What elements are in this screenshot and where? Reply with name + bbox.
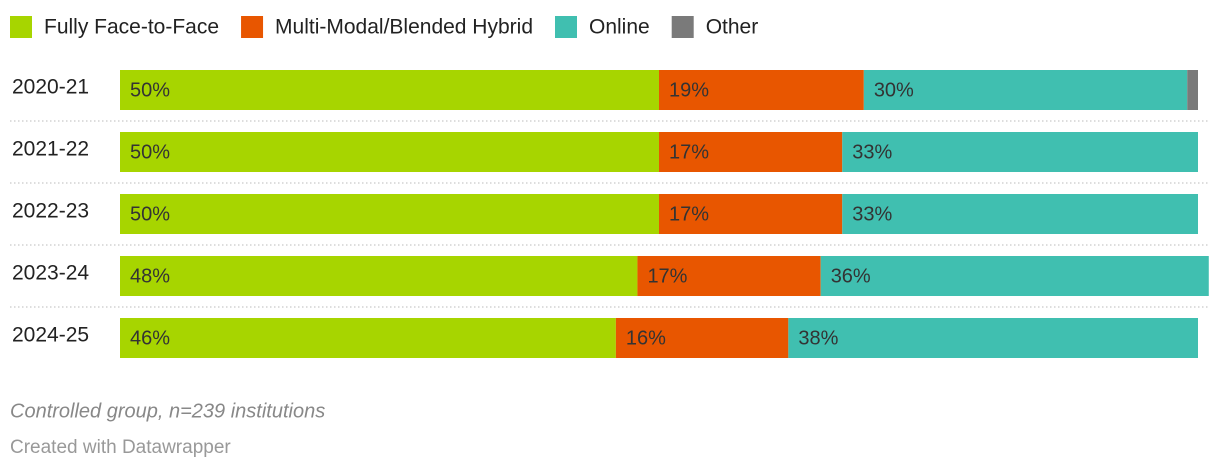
value-label: 33% (852, 203, 892, 225)
category-label: 2023-24 (12, 262, 89, 285)
legend-label: Other (706, 16, 759, 39)
bar-segment (120, 132, 659, 172)
bar-segment (120, 256, 638, 296)
bar-segment (842, 194, 1198, 234)
value-label: 38% (798, 327, 838, 349)
bar-segment (120, 318, 616, 358)
bar-segment (820, 256, 1209, 296)
legend-label: Online (589, 16, 650, 39)
value-label: 50% (130, 79, 170, 101)
bar-segment (1187, 70, 1198, 110)
bar-segment (863, 70, 1188, 110)
category-label: 2022-23 (12, 200, 89, 223)
bar-segment (615, 318, 789, 358)
value-label: 50% (130, 141, 170, 163)
legend-swatch (671, 16, 694, 38)
bar-segment (659, 70, 864, 110)
value-label: 19% (669, 79, 709, 101)
legend-swatch (241, 16, 264, 38)
value-label: 30% (874, 79, 914, 101)
value-label: 50% (130, 203, 170, 225)
value-label: 17% (669, 141, 709, 163)
legend-swatch (555, 16, 577, 38)
legend-swatch (10, 16, 32, 38)
value-label: 17% (647, 265, 687, 287)
bar-segment (659, 194, 843, 234)
bar-segment (842, 132, 1198, 172)
bar-segment (788, 318, 1198, 358)
bar-segment (659, 132, 843, 172)
value-label: 17% (669, 203, 709, 225)
value-label: 36% (831, 265, 871, 287)
category-label: 2020-21 (12, 76, 89, 99)
category-label: 2021-22 (12, 138, 89, 161)
value-label: 33% (852, 141, 892, 163)
bar-segment (637, 256, 821, 296)
bar-segment (120, 70, 659, 110)
legend-label: Fully Face-to-Face (44, 16, 219, 39)
legend-label: Multi-Modal/Blended Hybrid (275, 16, 533, 39)
category-label: 2024-25 (12, 324, 89, 347)
value-label: 46% (130, 327, 170, 349)
footnote: Controlled group, n=239 institutions (10, 400, 325, 422)
value-label: 16% (626, 327, 666, 349)
value-label: 48% (130, 265, 170, 287)
credit: Created with Datawrapper (10, 437, 231, 458)
bar-segment (120, 194, 659, 234)
